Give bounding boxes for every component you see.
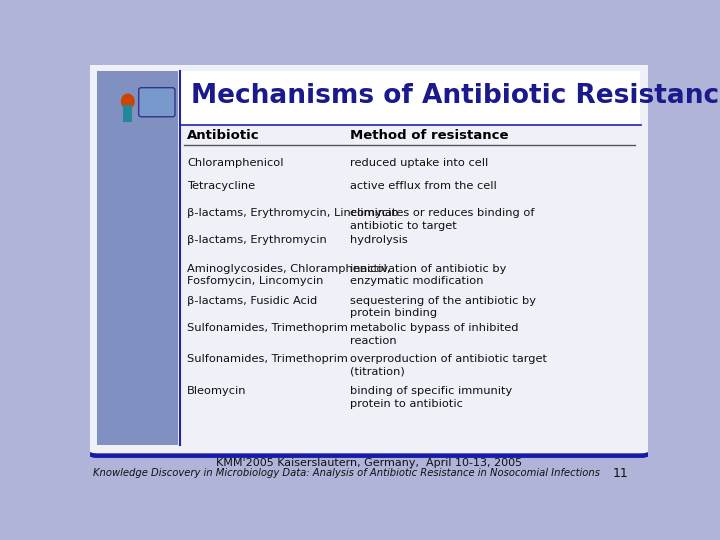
Text: Bleomycin: Bleomycin <box>187 386 246 396</box>
FancyBboxPatch shape <box>139 87 175 117</box>
Text: Aminoglycosides, Chloramphenicol,
Fosfomycin, Lincomycin: Aminoglycosides, Chloramphenicol, Fosfom… <box>187 264 390 286</box>
Text: Knowledge Discovery in Microbiology Data: Analysis of Antibiotic Resistance in N: Knowledge Discovery in Microbiology Data… <box>93 468 600 478</box>
Text: eliminates or reduces binding of
antibiotic to target: eliminates or reduces binding of antibio… <box>350 208 535 231</box>
Text: sequestering of the antibiotic by
protein binding: sequestering of the antibiotic by protei… <box>350 295 536 319</box>
Text: Sulfonamides, Trimethoprim: Sulfonamides, Trimethoprim <box>187 354 348 364</box>
Text: Antibiotic: Antibiotic <box>187 129 260 142</box>
Text: overproduction of antibiotic target
(titration): overproduction of antibiotic target (tit… <box>350 354 547 376</box>
Text: β-lactams, Erythromycin, Lincomycin: β-lactams, Erythromycin, Lincomycin <box>187 208 398 218</box>
FancyBboxPatch shape <box>84 60 654 456</box>
Text: metabolic bypass of inhibited
reaction: metabolic bypass of inhibited reaction <box>350 323 518 346</box>
Text: active efflux from the cell: active efflux from the cell <box>350 181 497 191</box>
Bar <box>97 71 178 446</box>
Bar <box>123 105 132 122</box>
Text: hydrolysis: hydrolysis <box>350 235 408 245</box>
Text: β-lactams, Fusidic Acid: β-lactams, Fusidic Acid <box>187 295 318 306</box>
Bar <box>180 71 640 125</box>
Text: Tetracycline: Tetracycline <box>187 181 255 191</box>
Text: KMM'2005 Kaiserslautern, Germany,  April 10-13, 2005: KMM'2005 Kaiserslautern, Germany, April … <box>216 458 522 468</box>
Text: inactivation of antibiotic by
enzymatic modification: inactivation of antibiotic by enzymatic … <box>350 264 506 286</box>
Ellipse shape <box>121 93 135 109</box>
Text: reduced uptake into cell: reduced uptake into cell <box>350 158 488 168</box>
Text: Method of resistance: Method of resistance <box>350 129 508 142</box>
Text: Chloramphenicol: Chloramphenicol <box>187 158 284 168</box>
Text: Mechanisms of Antibiotic Resistance: Mechanisms of Antibiotic Resistance <box>191 83 720 109</box>
Text: 11: 11 <box>613 467 629 480</box>
Text: binding of specific immunity
protein to antibiotic: binding of specific immunity protein to … <box>350 386 513 409</box>
Text: β-lactams, Erythromycin: β-lactams, Erythromycin <box>187 235 327 245</box>
Text: Sulfonamides, Trimethoprim: Sulfonamides, Trimethoprim <box>187 323 348 333</box>
